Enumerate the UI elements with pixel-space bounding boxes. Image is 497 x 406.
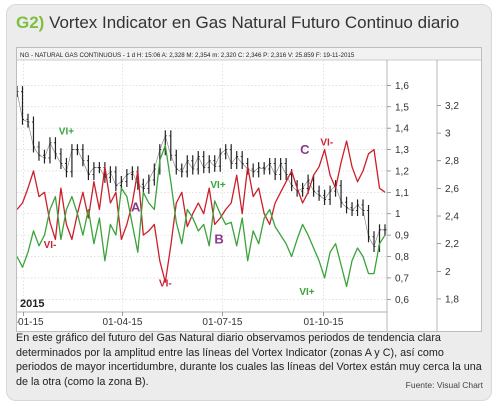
x-tick-label: 01-10-15 — [303, 317, 343, 328]
y-left-tick-label: 1,6 — [395, 81, 409, 92]
y-right-tick-label: 2,8 — [445, 156, 459, 167]
annotation-label: VI+ — [299, 287, 314, 298]
y-right-tick-label: 2,2 — [445, 239, 459, 250]
annotation-label: B — [214, 232, 223, 247]
chart-header-bar — [17, 48, 481, 60]
figure-title-text: Vortex Indicator en Gas Natural Futuro C… — [49, 13, 460, 32]
chart-header-text: NG - NATURAL GAS CONTINUOUS - 1 d H: 15:… — [20, 52, 355, 59]
vi-minus-line — [16, 140, 386, 283]
figure-caption: En este gráfico del futuro del Gas Natur… — [16, 332, 482, 388]
figure-source: Fuente: Visual Chart — [405, 380, 483, 390]
y-left-tick-label: 0,7 — [395, 273, 409, 284]
chart-box: NG - NATURAL GAS CONTINUOUS - 1 d H: 15:… — [4, 47, 482, 332]
y-right-tick-label: 3,2 — [445, 101, 459, 112]
annotation-label: VI- — [44, 240, 57, 251]
y-left-tick-label: 1,4 — [395, 124, 409, 135]
annotation-label: VI- — [320, 137, 333, 148]
figure-title: G2) Vortex Indicator en Gas Natural Futu… — [16, 13, 459, 33]
y-right-tick-label: 2,6 — [445, 184, 459, 195]
y-left-tick-label: 1 — [395, 209, 401, 220]
y-left-tick-label: 1,1 — [395, 188, 409, 199]
annotation-label: VI+ — [59, 127, 74, 138]
annotation-label: C — [300, 142, 310, 157]
y-left-tick-label: 0,6 — [395, 295, 409, 306]
figure-tag: G2) — [16, 13, 45, 32]
vortex-chart: NG - NATURAL GAS CONTINUOUS - 1 d H: 15:… — [4, 48, 481, 331]
vi-plus-line — [16, 144, 386, 288]
y-right-tick-label: 2,4 — [445, 212, 459, 223]
price-series-line — [16, 91, 385, 248]
annotation-label: A — [131, 200, 141, 215]
x-tick-label: 01-07-15 — [202, 317, 242, 328]
annotation-label: VI+ — [210, 180, 225, 191]
annotation-label: VI- — [159, 278, 172, 289]
y-right-tick-label: 2 — [445, 267, 451, 278]
y-left-tick-label: 0,8 — [395, 252, 409, 263]
x-tick-label: 01-01-15 — [17, 317, 44, 328]
y-left-tick-label: 1,2 — [395, 166, 409, 177]
y-left-tick-label: 1,5 — [395, 102, 409, 113]
year-label: 2015 — [20, 298, 44, 310]
y-left-tick-label: 0,9 — [395, 231, 409, 242]
y-right-tick-label: 1,8 — [445, 294, 459, 305]
x-tick-label: 01-04-15 — [102, 317, 142, 328]
y-right-tick-label: 3 — [445, 129, 451, 140]
y-left-tick-label: 1,3 — [395, 145, 409, 156]
